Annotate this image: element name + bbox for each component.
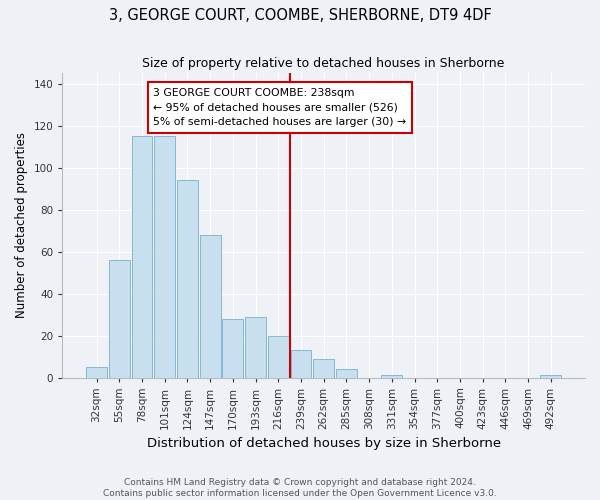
Bar <box>382 376 402 378</box>
Bar <box>86 367 107 378</box>
Bar <box>245 316 266 378</box>
X-axis label: Distribution of detached houses by size in Sherborne: Distribution of detached houses by size … <box>146 437 501 450</box>
Text: Contains HM Land Registry data © Crown copyright and database right 2024.
Contai: Contains HM Land Registry data © Crown c… <box>103 478 497 498</box>
Bar <box>177 180 198 378</box>
Bar <box>268 336 289 378</box>
Bar <box>313 358 334 378</box>
Y-axis label: Number of detached properties: Number of detached properties <box>15 132 28 318</box>
Bar <box>290 350 311 378</box>
Title: Size of property relative to detached houses in Sherborne: Size of property relative to detached ho… <box>142 58 505 70</box>
Bar <box>109 260 130 378</box>
Bar <box>154 136 175 378</box>
Bar <box>131 136 152 378</box>
Bar <box>223 318 243 378</box>
Bar <box>541 376 561 378</box>
Bar <box>336 369 357 378</box>
Text: 3 GEORGE COURT COOMBE: 238sqm
← 95% of detached houses are smaller (526)
5% of s: 3 GEORGE COURT COOMBE: 238sqm ← 95% of d… <box>154 88 406 128</box>
Text: 3, GEORGE COURT, COOMBE, SHERBORNE, DT9 4DF: 3, GEORGE COURT, COOMBE, SHERBORNE, DT9 … <box>109 8 491 22</box>
Bar <box>200 234 221 378</box>
